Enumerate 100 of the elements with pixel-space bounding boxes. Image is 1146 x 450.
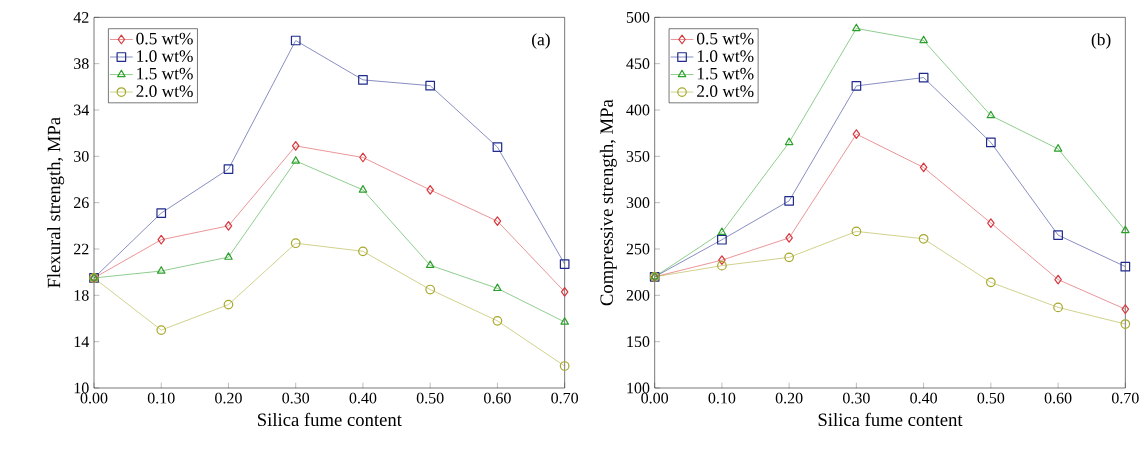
point xyxy=(358,185,368,193)
point xyxy=(223,299,234,310)
y-tick-label: 30 xyxy=(74,150,89,162)
point xyxy=(157,234,166,245)
point xyxy=(560,317,569,325)
legend-label: 2.0 wt% xyxy=(136,85,193,98)
point xyxy=(1120,319,1131,329)
point xyxy=(718,255,726,265)
y-tick-label: 14 xyxy=(74,336,90,347)
y-axis-title: Compressive strength, MPa xyxy=(599,99,617,306)
point xyxy=(559,259,570,269)
point xyxy=(987,218,995,228)
y-tick-label: 450 xyxy=(626,58,650,70)
point xyxy=(224,220,233,231)
x-tick-label: 0.70 xyxy=(551,392,579,404)
point xyxy=(784,252,795,263)
y-tick-label: 200 xyxy=(626,289,650,301)
point xyxy=(291,141,300,151)
y-tick-label: 18 xyxy=(74,289,89,301)
y-tick-label: 34 xyxy=(74,104,90,116)
point xyxy=(784,137,794,146)
point xyxy=(717,234,727,245)
y-tick-label: 100 xyxy=(627,382,650,394)
annotation: (b) xyxy=(1091,33,1111,49)
point xyxy=(492,142,503,152)
legend-label: 2.0 wt% xyxy=(697,85,754,98)
legend-label: 1.0 wt% xyxy=(137,50,193,63)
point xyxy=(785,233,793,243)
point xyxy=(359,152,367,163)
x-axis-title: Silica fume content xyxy=(258,412,402,427)
point xyxy=(717,260,727,271)
x-tick-label: 0.40 xyxy=(910,392,937,404)
x-tick-label: 0.50 xyxy=(416,392,444,404)
point xyxy=(919,162,928,173)
annotation: (a) xyxy=(532,33,550,49)
x-tick-label: 0.10 xyxy=(708,392,736,404)
x-tick-label: 0.30 xyxy=(282,392,310,404)
point xyxy=(425,284,436,295)
y-tick-label: 22 xyxy=(74,243,89,255)
point xyxy=(492,315,503,326)
point xyxy=(918,72,929,83)
point xyxy=(1053,144,1063,152)
legend-label: 1.5 wt% xyxy=(137,67,193,80)
point xyxy=(1121,304,1130,315)
y-tick-label: 250 xyxy=(626,243,650,255)
point xyxy=(851,81,862,91)
point xyxy=(1120,261,1131,272)
x-tick-label: 0.60 xyxy=(484,392,511,404)
point xyxy=(852,23,861,32)
y-tick-label: 26 xyxy=(74,197,89,209)
point xyxy=(156,208,167,218)
y-tick-label: 38 xyxy=(74,58,89,70)
x-tick-label: 0.20 xyxy=(775,392,803,404)
point xyxy=(851,226,862,237)
point xyxy=(1054,274,1062,285)
point xyxy=(985,137,996,148)
point xyxy=(852,129,861,139)
y-tick-label: 10 xyxy=(74,382,89,394)
x-tick-label: 0.70 xyxy=(1111,392,1139,404)
point xyxy=(986,110,996,119)
x-tick-label: 0.40 xyxy=(349,392,377,404)
y-axis-title: Flexural strength, MPa xyxy=(47,117,65,288)
point xyxy=(560,286,569,297)
y-tick-label: 350 xyxy=(626,150,650,162)
point xyxy=(358,246,368,257)
point xyxy=(156,325,167,335)
point xyxy=(224,252,233,260)
point xyxy=(156,266,166,274)
point xyxy=(425,260,435,268)
point xyxy=(1053,302,1063,313)
x-tick-label: 0.00 xyxy=(641,392,669,404)
y-tick-label: 400 xyxy=(626,104,650,116)
point xyxy=(493,283,502,292)
y-tick-label: 150 xyxy=(627,336,650,348)
point xyxy=(559,361,570,371)
x-tick-label: 0.20 xyxy=(215,392,242,404)
x-tick-label: 0.50 xyxy=(977,392,1005,404)
legend-label: 0.5 wt% xyxy=(697,32,754,45)
y-tick-label: 300 xyxy=(626,197,650,209)
y-tick-label: 42 xyxy=(73,12,89,23)
point xyxy=(426,185,434,195)
point xyxy=(1121,225,1130,234)
point xyxy=(290,35,301,46)
x-tick-label: 0.30 xyxy=(842,392,870,404)
point xyxy=(290,238,301,249)
point xyxy=(717,227,727,236)
x-tick-label: 0.10 xyxy=(147,392,175,404)
point xyxy=(493,216,502,227)
legend-label: 1.0 wt% xyxy=(697,50,754,63)
legend-label: 0.5 wt% xyxy=(136,32,193,45)
point xyxy=(784,195,795,206)
point xyxy=(425,80,436,91)
x-tick-label: 0.60 xyxy=(1044,392,1072,404)
x-axis-title: Silica fume content xyxy=(818,412,963,427)
point xyxy=(1053,230,1063,240)
point xyxy=(358,75,368,85)
legend-label: 1.5 wt% xyxy=(697,67,754,80)
x-tick-label: 0.00 xyxy=(80,392,108,404)
point xyxy=(918,233,929,244)
y-tick-label: 500 xyxy=(626,11,650,23)
